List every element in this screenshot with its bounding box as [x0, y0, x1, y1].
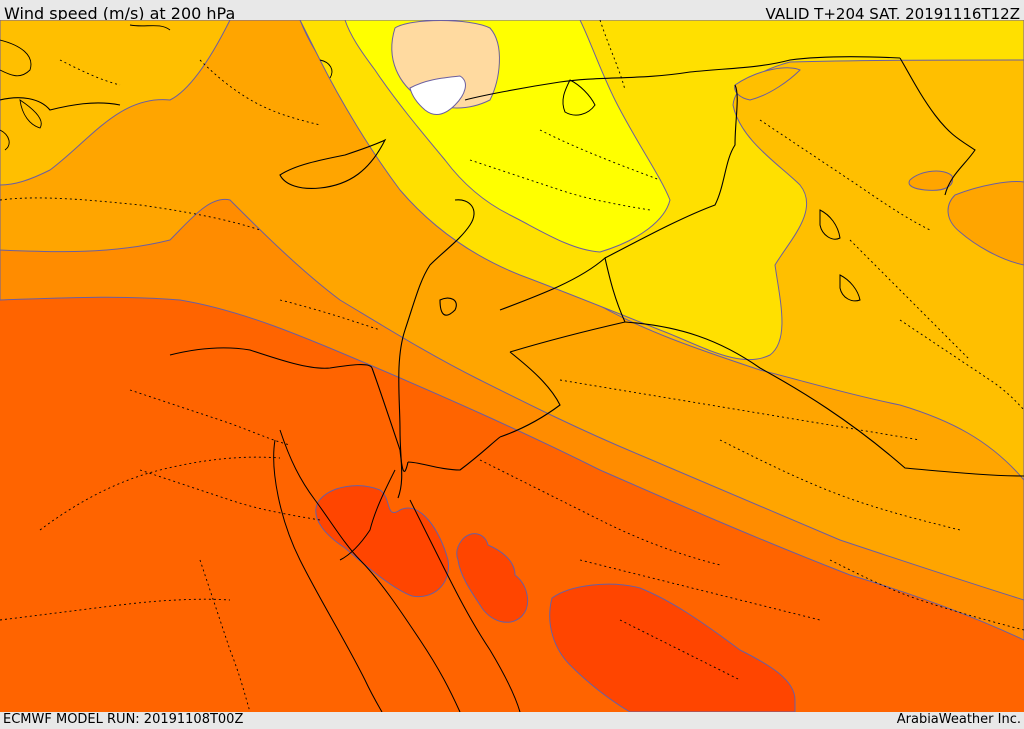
credit: ArabiaWeather Inc.: [896, 712, 1021, 727]
red-core-2: [456, 533, 529, 623]
valid-time: VALID T+204 SAT. 20191116T12Z: [765, 5, 1020, 23]
country-borders: [0, 56, 1024, 499]
white-area: [409, 75, 466, 116]
amber-patch-ne: [734, 67, 801, 101]
red-core-1: [315, 485, 449, 598]
coast-fragments: [0, 24, 333, 151]
red-core-3: [549, 583, 796, 712]
coastlines: [273, 79, 861, 712]
admin-boundaries: [0, 20, 1024, 712]
wind-speed-map: [0, 20, 1024, 712]
map-title: Wind speed (m/s) at 200 hPa: [4, 4, 236, 23]
model-run: ECMWF MODEL RUN: 20191108T00Z: [3, 712, 244, 727]
orange-patch-east: [947, 181, 1024, 266]
